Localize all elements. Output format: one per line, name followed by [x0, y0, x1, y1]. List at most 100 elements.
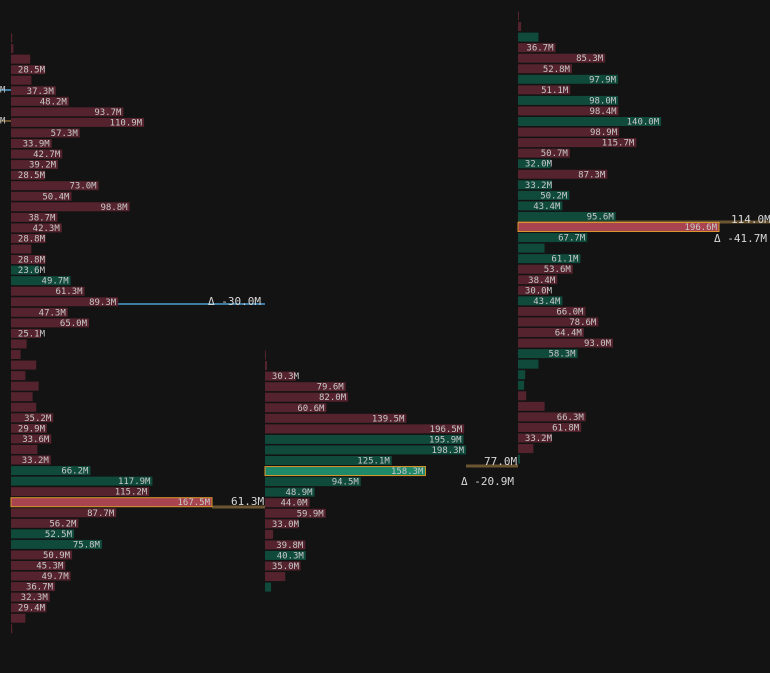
- value-label: 28.8M: [18, 256, 46, 266]
- value-label: 38.4M: [528, 276, 556, 286]
- volume-bar: [11, 223, 62, 233]
- volume-bar: [518, 401, 545, 411]
- volume-bar: [265, 350, 267, 360]
- volume-bar: [518, 433, 552, 443]
- volume-bar: [265, 434, 464, 444]
- annotation: Δ -20.9M: [461, 475, 514, 488]
- volume-bar: [11, 86, 56, 96]
- volume-bar: [518, 233, 588, 243]
- volume-bar: [11, 276, 71, 286]
- value-label: 79.6M: [317, 383, 345, 393]
- value-label: 38.7M: [28, 213, 56, 223]
- volume-bar: [11, 603, 47, 613]
- volume-bar: [11, 160, 59, 170]
- value-label: 33.6M: [22, 435, 50, 445]
- volume-bar: [11, 233, 46, 243]
- value-label: 45.3M: [36, 562, 64, 572]
- poc-bar: [517, 222, 720, 232]
- value-label: 35.2M: [24, 414, 52, 424]
- value-label: 47.3M: [39, 308, 67, 318]
- value-label: 59.9M: [297, 509, 325, 519]
- value-label: 82.0M: [319, 393, 347, 403]
- volume-bar: [265, 572, 286, 582]
- value-label: 95.6M: [587, 212, 615, 222]
- value-label: 60.6M: [297, 404, 325, 414]
- value-label: 64.4M: [555, 329, 583, 339]
- value-label: 48.2M: [40, 97, 68, 107]
- value-label: 53.6M: [544, 265, 572, 275]
- volume-bar: [518, 190, 570, 200]
- volume-bar: [11, 328, 42, 338]
- volume-bar: [518, 74, 619, 84]
- volume-bar: [265, 392, 349, 402]
- volume-bar: [518, 64, 572, 74]
- value-label: 158.3M: [391, 467, 424, 477]
- value-label: 115.2M: [115, 488, 148, 498]
- value-label: 30.0M: [525, 286, 553, 296]
- volume-bar: [11, 529, 74, 539]
- volume-bar: [518, 391, 527, 401]
- volume-bar: [11, 413, 54, 423]
- value-label: 37.3M: [27, 87, 55, 97]
- value-label: 43.4M: [533, 202, 561, 212]
- volume-bar: [518, 338, 614, 348]
- volume-bar: [518, 264, 573, 274]
- value-label: 35.0M: [272, 562, 300, 572]
- volume-bar: [11, 518, 79, 528]
- volume-bar: [518, 106, 619, 116]
- volume-bar: [11, 392, 33, 402]
- volume-bar: [518, 22, 522, 32]
- value-label: 195.9M: [429, 435, 462, 445]
- value-label: 75.8M: [73, 540, 101, 550]
- annotation: Δ -30.0M: [208, 295, 261, 308]
- value-label: 67.7M: [558, 234, 586, 244]
- value-label: 196.6M: [684, 223, 717, 233]
- value-label: 58.3M: [549, 350, 577, 360]
- volume-bar: [11, 75, 32, 85]
- volume-bar: [518, 127, 620, 137]
- value-label: 167.5M: [177, 498, 210, 508]
- volume-bar: [11, 444, 38, 454]
- poc-bar: [10, 497, 213, 508]
- value-label: 87.7M: [87, 509, 115, 519]
- volume-bar: [265, 540, 306, 550]
- value-label: 32.0M: [525, 160, 553, 170]
- volume-bar: [11, 350, 21, 359]
- value-label: 33.2M: [525, 434, 553, 444]
- volume-bar: [265, 456, 392, 465]
- volume-bar: [11, 561, 66, 570]
- volume-bar: [11, 476, 153, 486]
- volume-bar: [11, 508, 117, 518]
- volume-bar: [518, 243, 545, 253]
- volume-bar: [11, 297, 119, 307]
- value-label: 42.7M: [33, 150, 61, 160]
- value-label: 52.8M: [543, 65, 571, 75]
- value-label: 50.7M: [541, 149, 569, 159]
- volume-bar: [518, 380, 525, 390]
- volume-bar: [265, 487, 315, 497]
- volume-bar: [518, 201, 563, 211]
- volume-bar: [518, 454, 521, 464]
- volume-bar: [11, 65, 46, 75]
- volume-bar: [518, 117, 662, 126]
- volume-bar: [518, 180, 552, 190]
- volume-bar: [11, 402, 37, 412]
- value-label: 29.9M: [18, 424, 46, 434]
- volume-bar: [518, 370, 526, 380]
- volume-bar: [11, 571, 71, 581]
- volume-bar: [11, 592, 50, 602]
- volume-bar: [11, 170, 46, 180]
- value-label: 33.2M: [525, 181, 553, 191]
- value-label: 51.1M: [541, 86, 569, 96]
- annotation: M: [0, 117, 6, 127]
- poc-bar: [264, 466, 426, 477]
- value-label: 65.0M: [60, 319, 88, 329]
- volume-bar: [11, 244, 32, 254]
- volume-bar: [518, 412, 586, 422]
- value-label: 93.0M: [584, 339, 612, 349]
- volume-bar: [11, 255, 46, 265]
- value-label: 33.2M: [22, 456, 50, 466]
- annotation: Δ -41.7M: [714, 232, 767, 245]
- volume-bar: [518, 32, 539, 42]
